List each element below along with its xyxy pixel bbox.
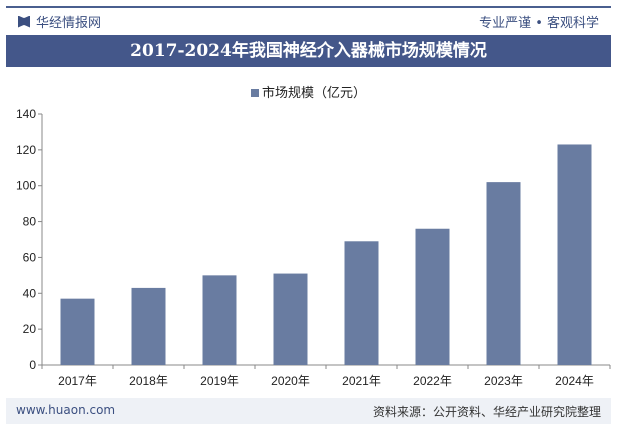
legend: 市场规模（亿元） xyxy=(0,82,617,101)
brand: 华经情报网 xyxy=(18,12,101,31)
x-tick-label: 2024年 xyxy=(555,374,594,388)
y-tick-label: 40 xyxy=(23,286,37,300)
y-tick-label: 120 xyxy=(16,143,36,157)
bar-2018年 xyxy=(131,287,166,365)
bar-2019年 xyxy=(202,275,237,365)
top-rule xyxy=(6,6,611,8)
y-tick-label: 140 xyxy=(16,107,36,121)
bar-2024年 xyxy=(557,144,592,365)
x-tick-label: 2023年 xyxy=(484,374,523,388)
y-tick-label: 80 xyxy=(23,215,37,229)
legend-label: 市场规模（亿元） xyxy=(261,86,366,101)
x-tick-label: 2018年 xyxy=(129,374,168,388)
x-tick-label: 2017年 xyxy=(58,374,97,388)
bar-2021年 xyxy=(344,241,379,365)
bar-2023年 xyxy=(486,182,521,365)
bar-2022年 xyxy=(415,228,450,365)
x-tick-label: 2019年 xyxy=(200,374,239,388)
footer: www.huaon.com 资料来源：公开资料、华经产业研究院整理 xyxy=(6,398,611,424)
brand-logo-icon xyxy=(18,15,30,28)
y-tick-label: 60 xyxy=(23,250,37,264)
y-tick-label: 20 xyxy=(23,322,37,336)
website: www.huaon.com xyxy=(16,403,116,417)
slogan: 专业严谨 • 客观科学 xyxy=(479,16,599,31)
bar-2020年 xyxy=(273,273,308,365)
y-tick-label: 0 xyxy=(29,358,36,372)
x-tick-label: 2022年 xyxy=(413,374,452,388)
chart-title: 2017-2024年我国神经介入器械市场规模情况 xyxy=(6,35,611,67)
brand-name: 华经情报网 xyxy=(36,16,102,31)
legend-swatch xyxy=(250,89,259,97)
x-tick-label: 2020年 xyxy=(271,374,310,388)
x-tick-label: 2021年 xyxy=(342,374,381,388)
source-note: 资料来源：公开资料、华经产业研究院整理 xyxy=(372,405,601,419)
y-tick-label: 100 xyxy=(16,179,36,193)
bar-2017年 xyxy=(60,298,95,365)
